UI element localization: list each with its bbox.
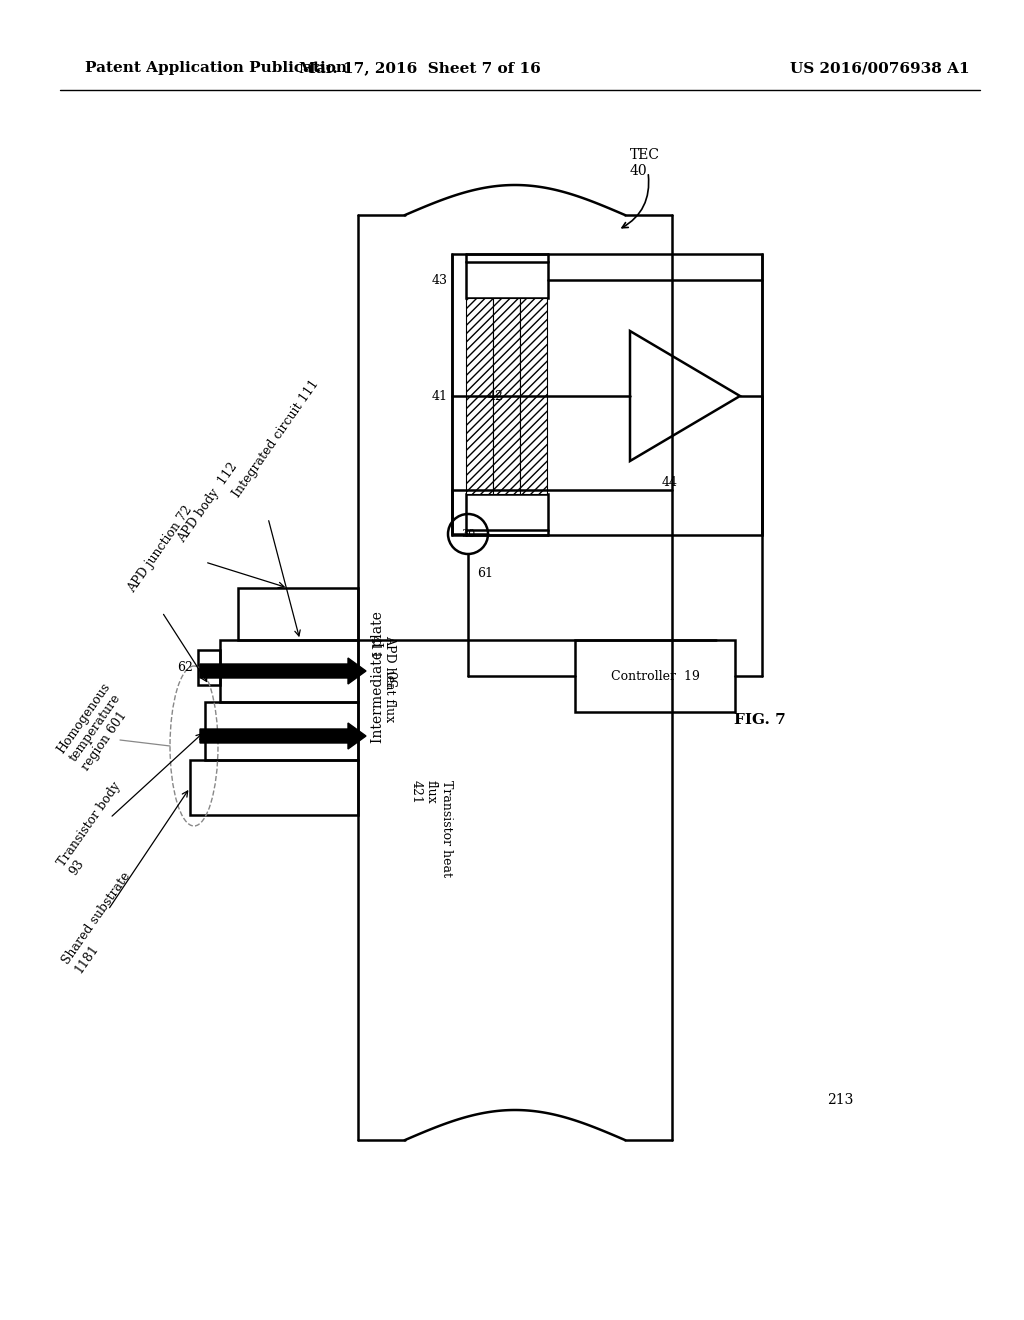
- Text: 42: 42: [488, 389, 504, 403]
- Text: Controller  19: Controller 19: [610, 669, 699, 682]
- Text: Integrated circuit 111: Integrated circuit 111: [230, 378, 322, 500]
- Text: 41: 41: [432, 389, 449, 403]
- Text: US 2016/0076938 A1: US 2016/0076938 A1: [791, 61, 970, 75]
- Text: 43: 43: [432, 273, 449, 286]
- Bar: [466, 298, 493, 494]
- Text: Mar. 17, 2016  Sheet 7 of 16: Mar. 17, 2016 Sheet 7 of 16: [299, 61, 541, 75]
- Bar: [466, 261, 548, 298]
- Bar: [205, 702, 358, 760]
- Text: 44: 44: [662, 477, 678, 488]
- FancyArrow shape: [200, 723, 366, 748]
- Text: Shared substrate
1181: Shared substrate 1181: [60, 870, 145, 975]
- Text: Transistor heat
flux
421: Transistor heat flux 421: [410, 780, 453, 876]
- Bar: [238, 587, 358, 640]
- Text: 30: 30: [461, 529, 475, 539]
- Bar: [220, 640, 358, 702]
- FancyArrow shape: [200, 657, 366, 684]
- Text: 61: 61: [477, 568, 493, 579]
- Bar: [575, 640, 735, 711]
- Text: APD junction 72: APD junction 72: [125, 503, 195, 595]
- Text: Intermediate plate
50: Intermediate plate 50: [371, 611, 401, 743]
- Text: 62: 62: [177, 661, 193, 675]
- Text: Homogenous
temperature
region 601: Homogenous temperature region 601: [55, 680, 138, 772]
- Text: APD body  112: APD body 112: [175, 461, 240, 545]
- Bar: [466, 494, 548, 531]
- Text: FIG. 7: FIG. 7: [734, 713, 785, 727]
- Text: Patent Application Publication: Patent Application Publication: [85, 61, 347, 75]
- Text: 213: 213: [826, 1093, 853, 1107]
- Bar: [493, 298, 520, 494]
- Bar: [198, 649, 220, 685]
- Text: TEC
40: TEC 40: [630, 148, 660, 178]
- Bar: [190, 760, 358, 814]
- Bar: [520, 298, 547, 494]
- Text: Transistor body
93: Transistor body 93: [55, 780, 135, 878]
- Text: APD heat flux
411: APD heat flux 411: [368, 635, 396, 722]
- Bar: [452, 253, 762, 535]
